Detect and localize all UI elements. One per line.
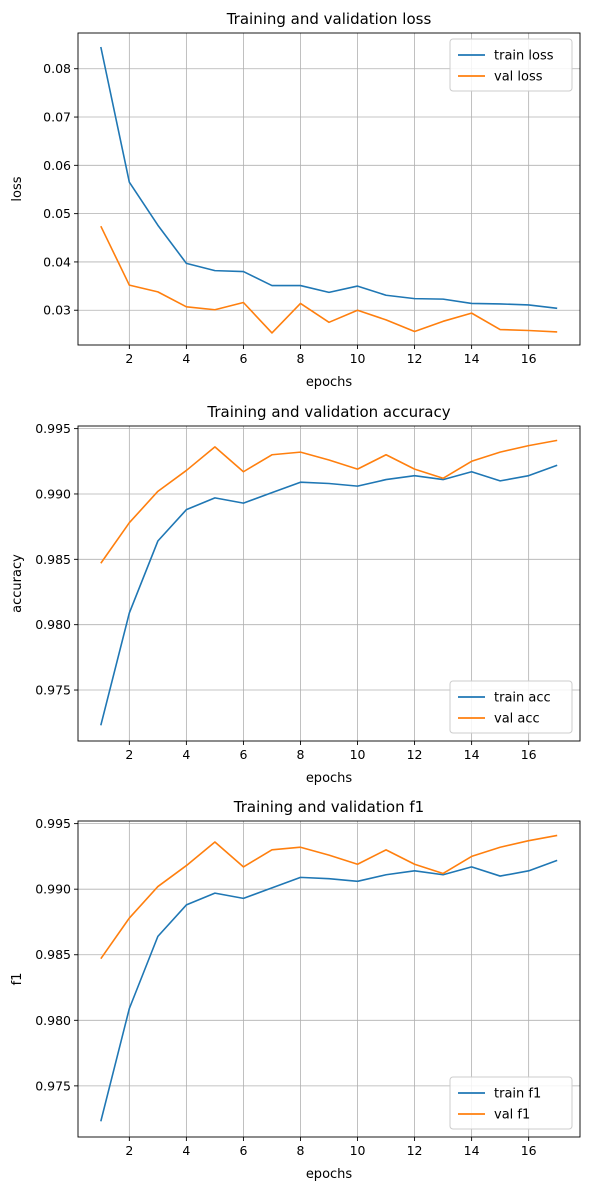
x-tick-label: 12 <box>407 747 423 762</box>
axes-frame <box>77 425 581 742</box>
x-tick-label: 16 <box>521 1143 537 1158</box>
y-tick-label: 0.985 <box>35 947 71 962</box>
chart-panel-2: 2 4 6 8 10 12 14 16 0.975 0.980 0.985 0.990 0.995 Tra… <box>10 403 581 786</box>
y-tick-label: 0.995 <box>35 816 71 831</box>
y-axis-label: accuracy <box>10 554 25 613</box>
y-tick-label: 0.990 <box>35 486 71 501</box>
series-line-train-acc <box>100 464 558 726</box>
legend: train acc val acc <box>449 680 573 734</box>
x-tick-label: 4 <box>182 351 190 366</box>
legend-entry: train f1 <box>494 1087 541 1102</box>
y-tick-label: 0.975 <box>35 1078 71 1093</box>
x-tick-label: 2 <box>125 351 133 366</box>
chart-panel-3: 2 4 6 8 10 12 14 16 0.975 0.980 0.985 0.990 0.995 Tra… <box>10 798 581 1182</box>
y-axis-label: loss <box>10 176 25 201</box>
series-line-train-loss <box>100 46 558 310</box>
y-tick-label: 0.985 <box>35 552 71 567</box>
x-tick-label: 6 <box>239 747 247 762</box>
x-axis-label: epochs <box>306 771 353 786</box>
x-tick-label: 6 <box>239 351 247 366</box>
legend-box <box>449 38 573 92</box>
x-tick-label: 10 <box>350 351 366 366</box>
y-tick-label: 0.05 <box>43 206 71 221</box>
y-axis-label: f1 <box>10 973 25 986</box>
y-tick-label: 0.03 <box>43 303 71 318</box>
legend-entry: train loss <box>494 49 554 64</box>
x-tick-label: 2 <box>125 1143 133 1158</box>
legend-entry: val loss <box>494 70 543 85</box>
y-tick-label: 0.975 <box>35 683 71 698</box>
x-tick-label: 8 <box>297 1143 305 1158</box>
y-tick-label: 0.990 <box>35 882 71 897</box>
x-tick-label: 6 <box>239 1143 247 1158</box>
legend-entry: val acc <box>494 712 540 727</box>
x-tick-label: 8 <box>297 351 305 366</box>
y-tick-label: 0.08 <box>43 61 71 76</box>
chart-title: Training and validation loss <box>226 10 432 28</box>
axes-frame <box>77 820 581 1138</box>
chart-title: Training and validation f1 <box>233 798 424 816</box>
x-tick-label: 8 <box>297 747 305 762</box>
x-tick-label: 10 <box>350 747 366 762</box>
x-tick-label: 14 <box>464 1143 480 1158</box>
axes-frame <box>77 32 581 346</box>
series-line-train-f1 <box>100 859 558 1122</box>
legend-box <box>449 1076 573 1130</box>
legend-box <box>449 680 573 734</box>
y-tick-label: 0.980 <box>35 1013 71 1028</box>
y-tick-label: 0.04 <box>43 254 71 269</box>
x-tick-label: 12 <box>407 351 423 366</box>
x-tick-label: 14 <box>464 747 480 762</box>
y-tick-label: 0.995 <box>35 421 71 436</box>
x-tick-label: 4 <box>182 747 190 762</box>
legend: train f1 val f1 <box>449 1076 573 1130</box>
x-tick-label: 12 <box>407 1143 423 1158</box>
legend: train loss val loss <box>449 38 573 92</box>
series-line-val-loss <box>100 225 558 334</box>
x-axis-label: epochs <box>306 375 353 390</box>
x-axis-label: epochs <box>306 1167 353 1182</box>
y-tick-label: 0.06 <box>43 158 71 173</box>
legend-entry: train acc <box>494 691 551 706</box>
legend-entry: val f1 <box>494 1108 530 1123</box>
y-tick-label: 0.07 <box>43 110 71 125</box>
x-tick-label: 2 <box>125 747 133 762</box>
series-line-val-f1 <box>100 834 558 960</box>
x-tick-label: 16 <box>521 747 537 762</box>
y-tick-label: 0.980 <box>35 617 71 632</box>
series-line-val-acc <box>100 439 558 564</box>
x-tick-label: 14 <box>464 351 480 366</box>
x-tick-label: 16 <box>521 351 537 366</box>
x-tick-label: 10 <box>350 1143 366 1158</box>
x-tick-label: 4 <box>182 1143 190 1158</box>
chart-title: Training and validation accuracy <box>206 403 450 421</box>
chart-panel-1: 2 4 6 8 10 12 14 16 0.03 0.04 0.05 0.06 0.07 0.08 Trai… <box>10 10 581 390</box>
